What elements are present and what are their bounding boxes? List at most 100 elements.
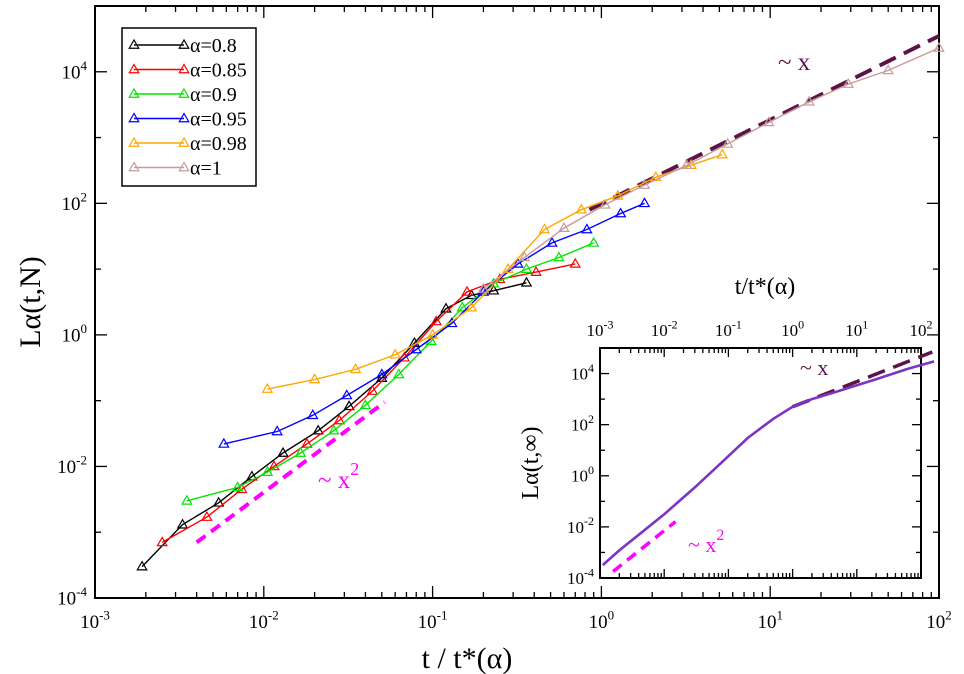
inset-series — [601, 360, 935, 567]
inset-x-tick-label-exp: 2 — [927, 317, 933, 331]
series-point — [349, 363, 362, 374]
legend-marker-right — [178, 38, 190, 49]
inset-y-tick-label: 10-2 — [567, 514, 594, 537]
main-guide-label-quadratic: ~ x2 — [318, 459, 359, 494]
inset-x-tick-label-base: 10 — [715, 321, 732, 340]
main-x-tick-label-exp: 1 — [776, 607, 783, 622]
main-series — [136, 41, 945, 571]
series-point — [680, 158, 693, 170]
series-5 — [477, 41, 945, 293]
main-y-tick-label-base: 10 — [62, 194, 81, 215]
main-y-tick-label-exp: 2 — [81, 189, 88, 204]
inset-x-tick-label: 102 — [910, 317, 933, 340]
series-point — [176, 518, 189, 529]
series-line-4 — [267, 153, 723, 390]
legend-entry: α=0.95 — [128, 109, 247, 131]
series-point — [212, 496, 225, 507]
inset-y-tick-label-exp: -4 — [584, 565, 594, 579]
series-point — [294, 446, 307, 457]
series-point — [530, 265, 542, 276]
legend-entry: α=0.9 — [128, 84, 237, 106]
series-point — [328, 424, 340, 435]
inset-background — [562, 340, 922, 580]
series-point — [201, 510, 213, 521]
main-x-tick-label-base: 10 — [589, 612, 608, 633]
series-point — [301, 437, 313, 448]
main-y-tick-label-exp: -4 — [76, 584, 87, 599]
inset-x-tick-label: 101 — [845, 317, 868, 340]
inset-guide-label-quadratic: ~ x2 — [688, 527, 724, 557]
series-point — [261, 382, 274, 393]
legend-label: α=0.85 — [190, 60, 247, 82]
series-point — [638, 178, 651, 189]
main-y-tick-label: 102 — [62, 189, 88, 215]
main-x-tick-label-exp: -1 — [437, 607, 448, 622]
inset-y-tick-label-base: 10 — [571, 467, 588, 486]
series-point — [392, 368, 405, 379]
inset-x-axis-label: t/t*(α) — [735, 274, 796, 300]
inset-x-tick-label-exp: 1 — [862, 317, 868, 331]
series-point — [842, 77, 855, 88]
main-x-axis-label: t / t*(α) — [422, 642, 513, 674]
main-x-tick-label: 100 — [589, 607, 615, 633]
series-point — [235, 483, 248, 494]
inset-guides — [612, 350, 933, 573]
series-point — [181, 494, 193, 505]
series-point — [340, 389, 353, 400]
series-point — [306, 409, 319, 420]
series-point — [587, 236, 600, 247]
series-point — [520, 276, 533, 287]
legend: α=0.8 α=0.85α=0.9 α=0.95α=0.98 α=1 — [128, 35, 247, 180]
series-line-5 — [482, 47, 940, 290]
inset-x-tick-label-base: 10 — [845, 321, 862, 340]
main-x-tick-label-base: 10 — [926, 612, 945, 633]
legend-label: α=0.9 — [190, 84, 237, 106]
series-point — [308, 373, 321, 384]
legend-marker-right — [178, 63, 190, 74]
main-y-tick-label: 104 — [62, 58, 88, 84]
main-x-tick-label: 10-1 — [418, 607, 448, 633]
series-point — [882, 64, 894, 75]
inset-x-tick-label-base: 10 — [910, 321, 927, 340]
legend-entry: α=0.85 — [128, 60, 247, 82]
main-y-tick-label-base: 10 — [57, 589, 76, 610]
inset-x-tick-label: 10-2 — [651, 317, 678, 340]
main-x-tick-label: 10-2 — [249, 607, 279, 633]
legend-marker-left — [128, 87, 140, 98]
series-point — [518, 251, 531, 262]
series-point — [716, 148, 729, 159]
series-point — [546, 236, 558, 247]
main-y-tick-label: 100 — [62, 321, 88, 347]
inset-x-tick-label-exp: -1 — [732, 317, 742, 331]
inset-y-tick-label-exp: 4 — [588, 361, 594, 375]
legend-marker-left — [128, 112, 140, 123]
series-point — [558, 221, 570, 232]
series-point — [538, 223, 551, 234]
legend-marker-left — [128, 38, 140, 49]
legend-label: α=0.8 — [190, 35, 237, 57]
main-x-tick-label: 102 — [926, 607, 952, 633]
inset-y-tick-label: 100 — [571, 463, 594, 486]
inset-x-tick-label: 10-1 — [715, 317, 742, 340]
legend-marker-right — [178, 112, 190, 123]
series-point — [156, 536, 168, 547]
inset-x-tick-label: 100 — [781, 317, 804, 340]
legend-marker-left — [128, 136, 140, 147]
legend-label: α=0.95 — [190, 109, 247, 131]
inset-x-tick-label-exp: 0 — [798, 317, 804, 331]
inset-y-tick-label: 10-4 — [567, 565, 594, 588]
series-point — [465, 289, 478, 300]
series-point — [477, 282, 490, 293]
main-y-tick-label-base: 10 — [57, 457, 76, 478]
series-point — [553, 251, 565, 262]
series-point — [136, 560, 148, 571]
series-point — [487, 284, 500, 295]
inset-x-tick-label-exp: -3 — [604, 317, 614, 331]
main-guide-label-quadratic-exp: 2 — [350, 459, 359, 479]
series-point — [343, 400, 355, 411]
series-point — [614, 207, 627, 218]
legend-label: α=0.98 — [190, 133, 247, 155]
inset-x-tick-label-base: 10 — [651, 321, 668, 340]
